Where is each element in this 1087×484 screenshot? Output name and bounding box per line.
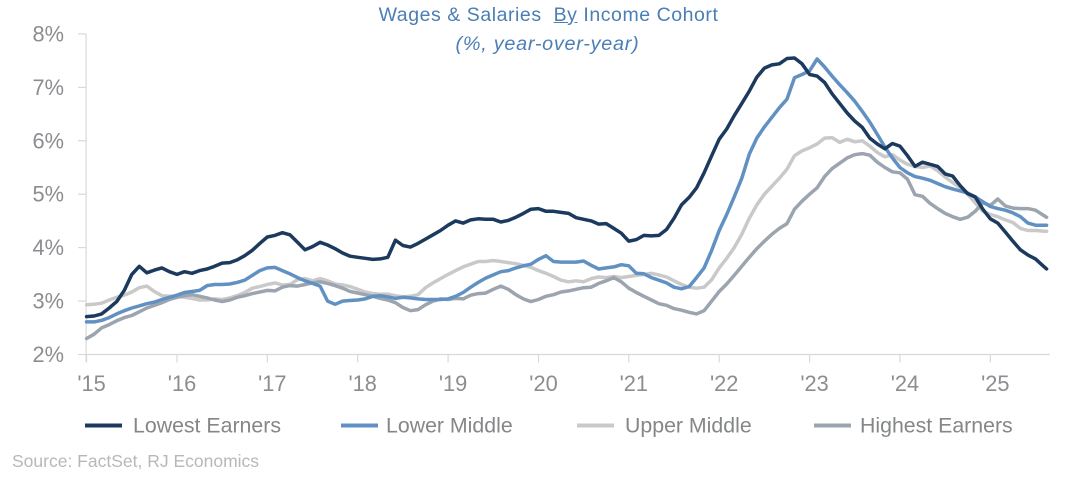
svg-text:'21: '21 [620,371,648,396]
svg-text:'19: '19 [439,371,467,396]
svg-text:7%: 7% [32,75,64,100]
svg-text:'17: '17 [258,371,286,396]
svg-text:'18: '18 [348,371,376,396]
svg-text:'15: '15 [77,371,105,396]
svg-text:Upper Middle: Upper Middle [625,414,752,438]
svg-text:'16: '16 [168,371,196,396]
svg-text:Lowest Earners: Lowest Earners [133,414,281,438]
svg-text:'22: '22 [710,371,738,396]
svg-text:'20: '20 [529,371,557,396]
svg-text:2%: 2% [32,342,64,367]
svg-text:8%: 8% [32,21,64,46]
svg-text:Lower Middle: Lower Middle [386,414,513,438]
svg-text:Source: FactSet, RJ Economics: Source: FactSet, RJ Economics [12,451,259,471]
svg-text:5%: 5% [32,182,64,207]
svg-text:'25: '25 [981,371,1009,396]
svg-text:6%: 6% [32,128,64,153]
svg-text:'24: '24 [891,371,919,396]
svg-text:Highest Earners: Highest Earners [860,414,1013,438]
svg-text:4%: 4% [32,235,64,260]
svg-text:'23: '23 [800,371,828,396]
svg-text:3%: 3% [32,289,64,314]
